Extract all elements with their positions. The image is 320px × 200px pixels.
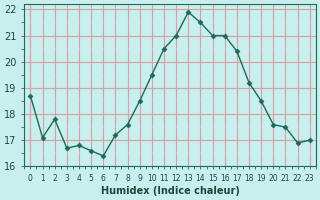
- X-axis label: Humidex (Indice chaleur): Humidex (Indice chaleur): [100, 186, 239, 196]
